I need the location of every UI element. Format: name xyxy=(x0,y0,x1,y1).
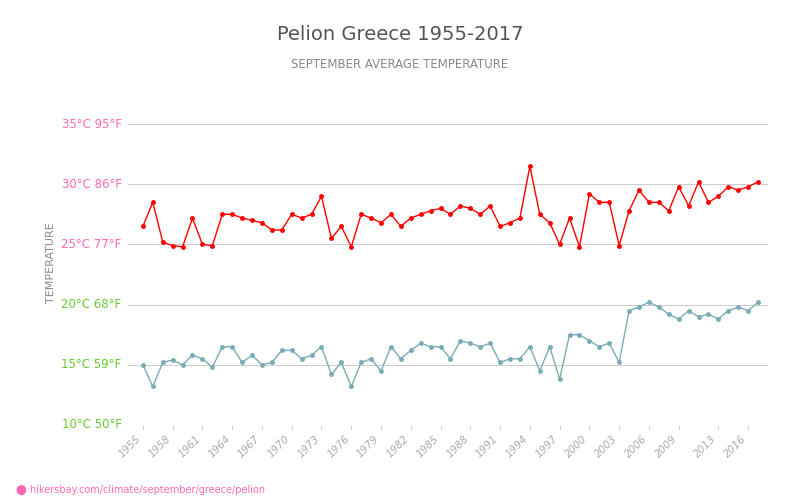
Text: SEPTEMBER AVERAGE TEMPERATURE: SEPTEMBER AVERAGE TEMPERATURE xyxy=(291,58,509,71)
Text: TEMPERATURE: TEMPERATURE xyxy=(46,222,56,303)
Text: 30°C 86°F: 30°C 86°F xyxy=(62,178,122,191)
Text: 20°C 68°F: 20°C 68°F xyxy=(62,298,122,311)
Text: 10°C 50°F: 10°C 50°F xyxy=(62,418,122,432)
Text: ⬤ hikersbay.com/climate/september/greece/pelion: ⬤ hikersbay.com/climate/september/greece… xyxy=(16,485,265,495)
Text: 35°C 95°F: 35°C 95°F xyxy=(62,118,122,130)
Text: 15°C 59°F: 15°C 59°F xyxy=(62,358,122,372)
Text: 25°C 77°F: 25°C 77°F xyxy=(62,238,122,251)
Text: Pelion Greece 1955-2017: Pelion Greece 1955-2017 xyxy=(277,26,523,44)
